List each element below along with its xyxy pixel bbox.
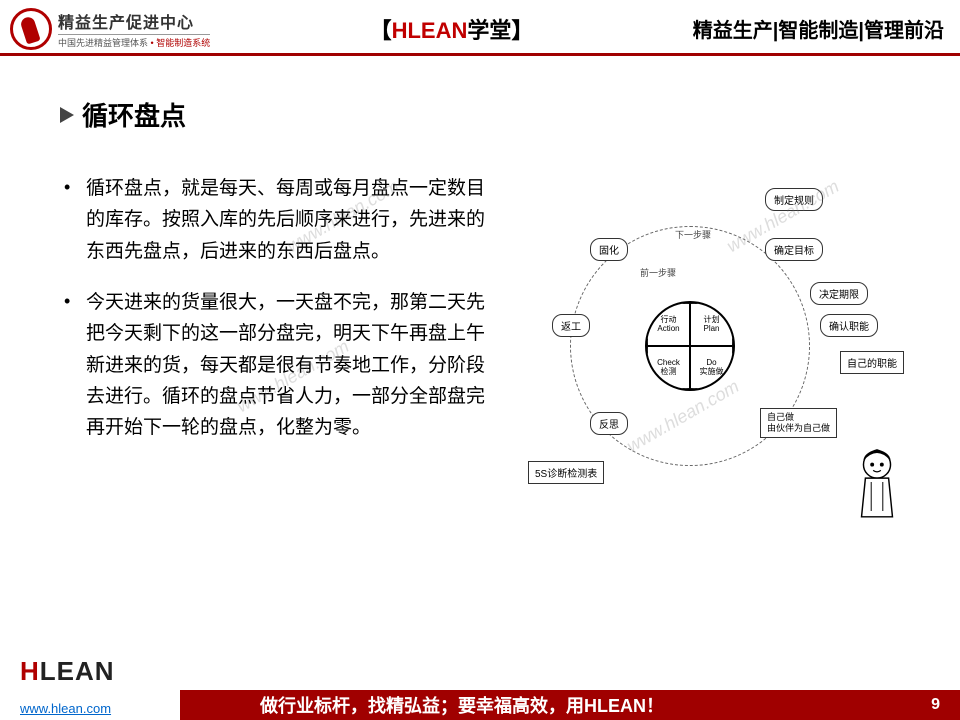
node-target: 确定目标 (765, 238, 823, 261)
pdca-wheel: 行动Action 计划Plan Check检测 Do实施做 (645, 301, 735, 391)
node-solidify: 固化 (590, 238, 628, 261)
bullet-item: 循环盘点，就是每天、每周或每月盘点一定数目的库存。按照入库的先后顺序来进行，先进… (60, 173, 500, 267)
header-right: 精益生产|智能制造|管理前沿 (693, 14, 950, 43)
node-deadline: 决定期限 (810, 282, 868, 305)
footer-logo-h: H (20, 656, 40, 686)
right-column: 行动Action 计划Plan Check检测 Do实施做 制定规则 固化 确定… (510, 96, 920, 636)
label-prev-step: 前一步骤 (640, 266, 676, 279)
node-reflect: 反思 (590, 412, 628, 435)
content-area: 循环盘点 循环盘点，就是每天、每周或每月盘点一定数目的库存。按照入库的先后顺序来… (0, 56, 960, 646)
bracket-r: 】 (511, 18, 533, 43)
slide-header: 精益生产促进中心 中国先进精益管理体系 • 智能制造系统 【HLEAN学堂】 精… (0, 0, 960, 56)
footer-logo: HLEAN (20, 656, 115, 687)
arrow-icon (60, 107, 74, 123)
footer-bar: 做行业标杆，找精弘益；要幸福高效，用HLEAN！ 9 (180, 690, 960, 720)
label-next-step: 下一步骤 (675, 228, 711, 241)
box-self-do: 自己做 由伙伴为自己做 (760, 408, 837, 438)
logo-sub-red: 智能制造系统 (156, 38, 210, 48)
node-role-confirm: 确认职能 (820, 314, 878, 337)
footer-url-link[interactable]: www.hlean.com (20, 701, 111, 716)
box-own-role: 自己的职能 (840, 351, 904, 374)
logo-sub-black: 中国先进精益管理体系 (58, 38, 148, 48)
logo-text: 精益生产促进中心 中国先进精益管理体系 • 智能制造系统 (58, 9, 210, 49)
section-title: 循环盘点 (82, 96, 186, 133)
brand-suffix: 学堂 (467, 18, 511, 43)
logo-area: 精益生产促进中心 中国先进精益管理体系 • 智能制造系统 (10, 8, 210, 50)
slide-footer: HLEAN www.hlean.com 做行业标杆，找精弘益；要幸福高效，用HL… (0, 652, 960, 720)
brand-hlean: HLEAN (392, 18, 468, 43)
title-row: 循环盘点 (60, 96, 500, 133)
header-center: 【HLEAN学堂】 (210, 13, 693, 45)
logo-main-text: 精益生产促进中心 (58, 9, 210, 33)
node-rule: 制定规则 (765, 188, 823, 211)
bracket-l: 【 (370, 18, 392, 43)
node-rework: 返工 (552, 314, 590, 337)
box-ss-table: 5S诊断检测表 (528, 461, 604, 484)
footer-logo-rest: LEAN (40, 656, 115, 686)
bullet-item: 今天进来的货量很大，一天盘不完，那第二天先把今天剩下的这一部分盘完，明天下午再盘… (60, 287, 500, 444)
page-number: 9 (931, 696, 940, 714)
footer-slogan: 做行业标杆，找精弘益；要幸福高效，用HLEAN！ (260, 692, 931, 718)
cartoon-person-icon (848, 442, 906, 522)
bullet-list: 循环盘点，就是每天、每周或每月盘点一定数目的库存。按照入库的先后顺序来进行，先进… (60, 173, 500, 444)
logo-sub-text: 中国先进精益管理体系 • 智能制造系统 (58, 34, 210, 49)
footer-top: HLEAN (0, 652, 960, 690)
logo-icon (10, 8, 52, 50)
left-column: 循环盘点 循环盘点，就是每天、每周或每月盘点一定数目的库存。按照入库的先后顺序来… (60, 96, 500, 636)
pdca-diagram: 行动Action 计划Plan Check检测 Do实施做 制定规则 固化 确定… (520, 196, 900, 516)
